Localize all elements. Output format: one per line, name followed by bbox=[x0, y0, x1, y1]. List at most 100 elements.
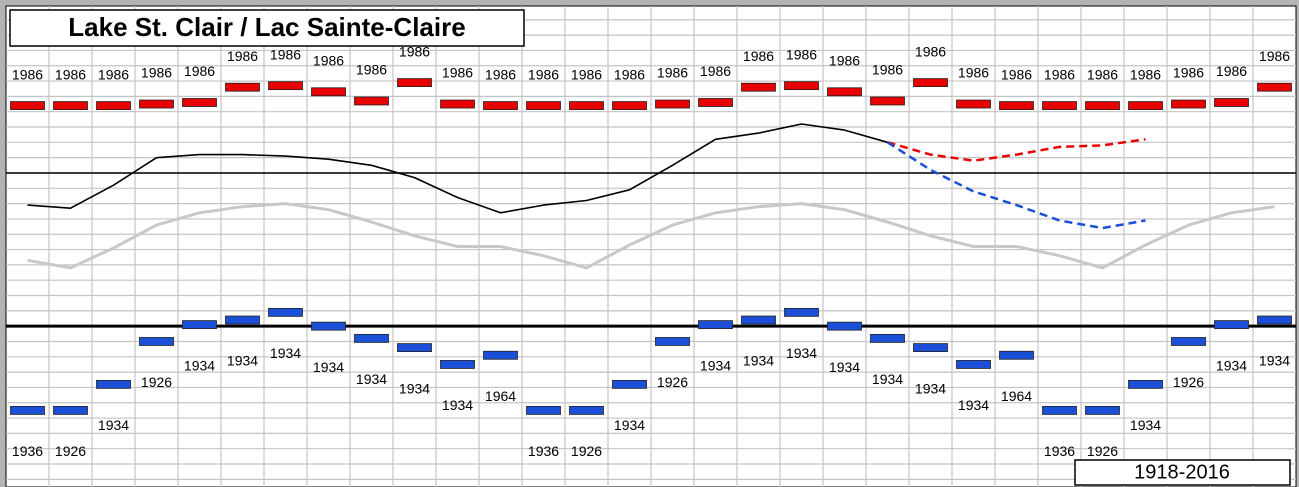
year-label: 1934 bbox=[184, 357, 215, 373]
range-marker bbox=[526, 406, 561, 415]
year-label: 1934 bbox=[915, 380, 946, 396]
level-line bbox=[27, 202, 1275, 270]
range-marker bbox=[569, 101, 604, 110]
range-marker bbox=[784, 81, 819, 91]
year-label: 1986 bbox=[1044, 66, 1075, 82]
year-label: 1986 bbox=[786, 46, 817, 62]
range-marker bbox=[913, 78, 948, 87]
title-box bbox=[9, 9, 525, 47]
year-label: 1986 bbox=[270, 46, 301, 62]
year-label: 1986 bbox=[485, 66, 516, 82]
range-marker bbox=[655, 99, 690, 109]
range-marker bbox=[784, 307, 819, 317]
grid bbox=[6, 6, 1296, 487]
range-marker bbox=[827, 87, 862, 97]
year-label: 1934 bbox=[442, 397, 473, 413]
year-label: 1936 bbox=[1044, 443, 1075, 459]
range-marker bbox=[612, 101, 647, 110]
range-marker bbox=[354, 334, 389, 343]
year-label: 1986 bbox=[184, 63, 215, 79]
range-marker bbox=[139, 99, 174, 109]
year-label: 1986 bbox=[55, 66, 86, 82]
year-label: 1934 bbox=[614, 417, 645, 433]
range-marker bbox=[1171, 99, 1206, 109]
range-marker bbox=[397, 78, 432, 87]
range-marker bbox=[999, 350, 1034, 360]
range-marker bbox=[354, 96, 389, 106]
year-label: 1964 bbox=[1001, 388, 1032, 404]
range-marker bbox=[612, 379, 647, 389]
year-label: 1986 bbox=[614, 66, 645, 82]
range-marker bbox=[526, 101, 561, 110]
year-label: 1934 bbox=[227, 353, 258, 369]
range-marker bbox=[1085, 101, 1120, 110]
chart-title: Lake St. Clair / Lac Sainte-Claire bbox=[68, 12, 465, 42]
year-label: 1986 bbox=[743, 48, 774, 64]
year-label: 1934 bbox=[270, 345, 301, 361]
range-marker bbox=[655, 337, 690, 346]
year-label: 1986 bbox=[1173, 65, 1204, 81]
range-marker bbox=[956, 99, 991, 109]
year-label: 1986 bbox=[958, 65, 989, 81]
year-label: 1986 bbox=[227, 48, 258, 64]
year-label: 1934 bbox=[700, 357, 731, 373]
range-marker bbox=[96, 101, 131, 110]
year-label: 1934 bbox=[1259, 353, 1290, 369]
year-label: 1986 bbox=[12, 66, 43, 82]
year-label: 1926 bbox=[1173, 374, 1204, 390]
marks: 1986 1986 1986 1986 1986 1986 1986 1986 1986 1986… bbox=[10, 43, 1292, 459]
range-marker bbox=[440, 360, 475, 369]
range-marker bbox=[96, 379, 131, 389]
range-marker bbox=[53, 101, 88, 110]
level-line bbox=[886, 141, 1146, 230]
year-label: 1926 bbox=[571, 443, 602, 459]
range-marker bbox=[741, 82, 776, 92]
year-label: 1986 bbox=[700, 63, 731, 79]
range-marker bbox=[440, 99, 475, 109]
year-label: 1986 bbox=[442, 65, 473, 81]
year-label: 1986 bbox=[1130, 66, 1161, 82]
year-label: 1986 bbox=[1259, 48, 1290, 64]
year-label: 1986 bbox=[571, 66, 602, 82]
range-marker bbox=[225, 82, 260, 92]
range-marker bbox=[311, 321, 346, 331]
range-marker bbox=[483, 350, 518, 360]
year-label: 1986 bbox=[829, 52, 860, 68]
level-line bbox=[27, 123, 888, 214]
year-label: 1934 bbox=[313, 359, 344, 375]
range-marker bbox=[139, 337, 174, 346]
range-marker bbox=[182, 320, 217, 330]
range-marker bbox=[1257, 82, 1292, 92]
year-label: 1986 bbox=[1001, 66, 1032, 82]
year-label: 1926 bbox=[55, 443, 86, 459]
year-label: 1936 bbox=[12, 443, 43, 459]
range-marker bbox=[268, 81, 303, 91]
range-marker bbox=[956, 360, 991, 369]
range-marker bbox=[1042, 101, 1077, 110]
range-marker bbox=[10, 406, 45, 415]
range-marker bbox=[397, 343, 432, 353]
range-marker bbox=[1042, 406, 1077, 415]
year-label: 1986 bbox=[872, 62, 903, 78]
range-marker bbox=[913, 343, 948, 353]
range-marker bbox=[1128, 379, 1163, 389]
range-marker bbox=[1171, 337, 1206, 346]
year-label: 1936 bbox=[528, 443, 559, 459]
range-marker bbox=[53, 406, 88, 415]
period-label: 1918-2016 bbox=[1134, 461, 1230, 483]
range-marker bbox=[698, 320, 733, 330]
range-marker bbox=[1257, 315, 1292, 325]
range-marker bbox=[268, 307, 303, 317]
year-label: 1986 bbox=[1087, 66, 1118, 82]
range-marker bbox=[870, 96, 905, 106]
year-label: 1934 bbox=[1130, 417, 1161, 433]
year-label: 1934 bbox=[356, 371, 387, 387]
range-marker bbox=[182, 98, 217, 107]
year-label: 1934 bbox=[1216, 357, 1247, 373]
year-label: 1986 bbox=[657, 65, 688, 81]
range-marker bbox=[569, 406, 604, 415]
year-label: 1986 bbox=[528, 66, 559, 82]
year-label: 1934 bbox=[786, 345, 817, 361]
